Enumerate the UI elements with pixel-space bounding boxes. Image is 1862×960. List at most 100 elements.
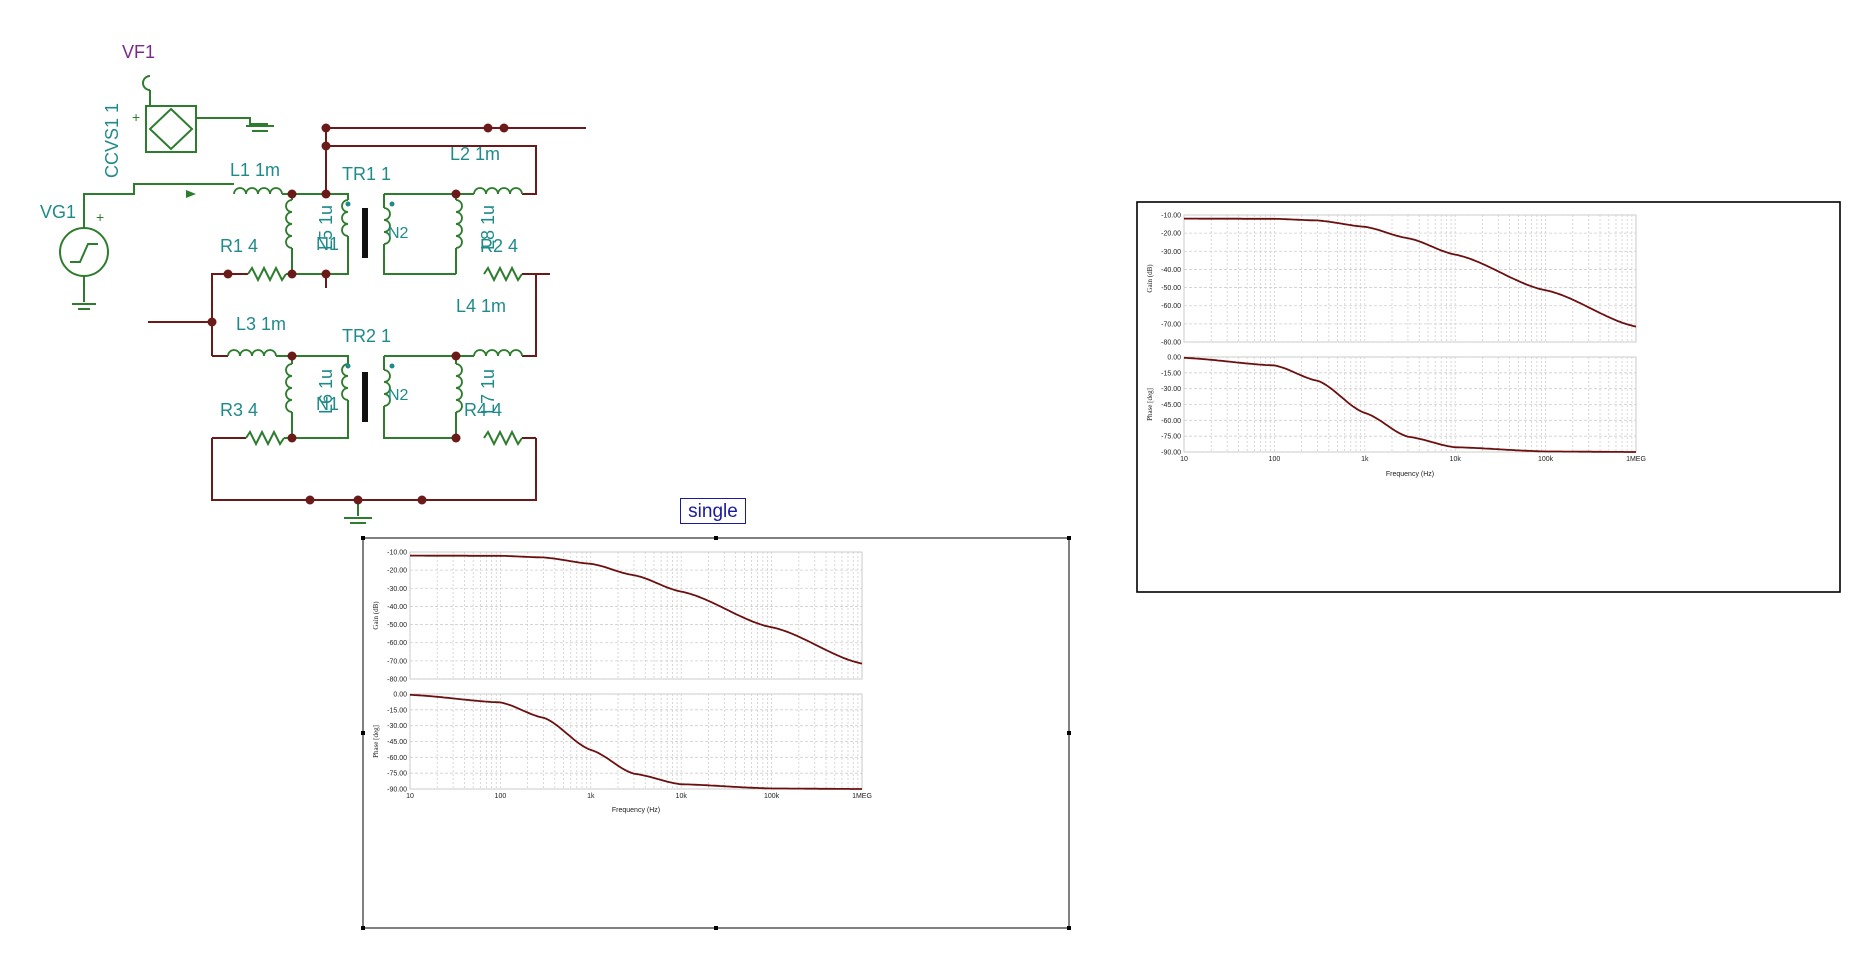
tr1-label: TR1 1	[342, 164, 391, 184]
x-axis-label: Frequency (Hz)	[1386, 471, 1434, 478]
y-tick-label: 0.00	[393, 692, 407, 699]
series-line	[1184, 217, 1637, 328]
x-tick-label: 1MEG	[852, 793, 872, 800]
vf1-label: VF1	[122, 42, 155, 62]
r4-resistor[interactable]: R4 4	[464, 400, 536, 447]
l2-inductor[interactable]: L2 1m	[384, 144, 523, 195]
x-tick-label: 10	[406, 793, 414, 800]
y-tick-label: -80.00	[387, 677, 407, 684]
bottom-bus-wire	[211, 438, 537, 501]
r2-resistor[interactable]: R2 4	[480, 236, 550, 283]
r3-label: R3 4	[220, 400, 258, 420]
l2-loop-wire	[325, 128, 537, 195]
y-tick-label: -50.00	[387, 622, 407, 629]
y-axis-label: Gain (dB)	[372, 601, 380, 630]
current-arrow-icon	[186, 190, 196, 198]
ground-icon	[72, 303, 96, 310]
vg1-plus-sign: +	[96, 209, 104, 225]
single-bode-chart[interactable]: -10.00 -20.00 -30.00 -40.00 -50.00 -60.00 -70.…	[372, 550, 872, 815]
right-vertical-wire	[522, 274, 537, 357]
vg1-wire	[83, 183, 234, 228]
l4-label: L4 1m	[456, 296, 506, 316]
y-tick-label: 0.00	[1167, 355, 1181, 362]
y-tick-label: -70.00	[387, 658, 407, 665]
left-vertical-wire	[148, 273, 228, 356]
x-tick-label: 1MEG	[1626, 456, 1646, 463]
y-tick-label: -60.00	[1161, 303, 1181, 310]
series-line	[410, 554, 863, 665]
junction-dots	[207, 123, 509, 505]
right-chart-frame[interactable]	[1136, 201, 1841, 593]
y-tick-label: -15.00	[387, 707, 407, 714]
y-tick-label: -75.00	[387, 771, 407, 778]
plot-area	[409, 551, 863, 680]
x-tick-label: 100	[495, 793, 507, 800]
r3-resistor[interactable]: R3 4	[212, 400, 292, 447]
vf1-voltmeter[interactable]: VF1	[122, 42, 155, 106]
y-tick-label: -45.00	[387, 739, 407, 746]
x-tick-label: 10k	[1450, 456, 1462, 463]
l1-label: L1 1m	[230, 160, 280, 180]
x-tick-label: 10	[1180, 456, 1188, 463]
x-tick-label: 100k	[1538, 456, 1554, 463]
y-tick-label: -60.00	[387, 640, 407, 647]
y-tick-label: -30.00	[1161, 249, 1181, 256]
selection-handles[interactable]	[361, 536, 1071, 930]
y-tick-label: -60.00	[387, 755, 407, 762]
r4-label: R4 4	[464, 400, 502, 420]
tr1-transformer[interactable]: TR1 1 L5 1u N1 N2 L8 1u	[285, 164, 498, 275]
tr1-l8-label: L8 1u	[478, 205, 498, 250]
r2-label: R2 4	[480, 236, 518, 256]
y-tick-label: -90.00	[1161, 450, 1181, 457]
l3-label: L3 1m	[236, 314, 286, 334]
l2-label: L2 1m	[450, 144, 500, 164]
tr1-n2-label: N2	[388, 225, 409, 242]
x-tick-label: 1k	[587, 793, 595, 800]
ground-icon	[246, 125, 274, 132]
tr2-transformer[interactable]: TR2 1 L6 1u N1 N2 L7 1u	[285, 326, 498, 439]
l3-inductor[interactable]: L3 1m	[212, 314, 326, 357]
ccvs1-label: CCVS1 1	[102, 103, 122, 178]
tr2-l7-label: L7 1u	[478, 369, 498, 414]
y-tick-label: -60.00	[1161, 418, 1181, 425]
y-tick-label: -15.00	[1161, 370, 1181, 377]
y-tick-label: -10.00	[1161, 213, 1181, 220]
y-tick-label: -10.00	[387, 550, 407, 557]
y-tick-label: -30.00	[1161, 386, 1181, 393]
ccvs1-to-ground-wire	[196, 117, 268, 125]
y-axis-label: Gain (dB)	[1146, 264, 1154, 293]
tr1-n1-label: N1	[316, 234, 339, 254]
x-tick-label: 100k	[764, 793, 780, 800]
x-tick-label: 10k	[676, 793, 688, 800]
y-tick-label: -20.00	[1161, 231, 1181, 238]
y-tick-label: -40.00	[387, 604, 407, 611]
y-tick-label: -45.00	[1161, 402, 1181, 409]
right-bode-chart[interactable]: -10.00 -20.00 -30.00 -40.00 -50.00 -60.00 -70.…	[1146, 213, 1646, 479]
series-line	[409, 693, 862, 790]
r1-label: R1 4	[220, 236, 258, 256]
y-axis-label: Phase [deg]	[372, 725, 380, 758]
l1-inductor[interactable]: L1 1m	[230, 160, 326, 195]
y-tick-label: -20.00	[387, 568, 407, 575]
ccvs1-plus-sign: +	[132, 109, 140, 125]
y-tick-label: -30.00	[387, 723, 407, 730]
series-line	[1183, 356, 1636, 453]
ccvs1-source[interactable]: + - CCVS1 1	[102, 103, 203, 178]
l4-inductor[interactable]: L4 1m	[384, 296, 523, 357]
y-tick-label: -40.00	[1161, 267, 1181, 274]
tr2-n2-label: N2	[388, 387, 409, 404]
x-tick-label: 1k	[1361, 456, 1369, 463]
ground-icon	[344, 517, 372, 524]
single-chart-title[interactable]: single	[680, 498, 746, 524]
tr2-l6-label: L6 1u	[316, 369, 336, 414]
y-tick-label: -90.00	[387, 787, 407, 794]
y-tick-label: -30.00	[387, 586, 407, 593]
tr2-n1-label: N1	[316, 394, 339, 414]
y-tick-label: -75.00	[1161, 434, 1181, 441]
y-axis-label: Phase [deg]	[1146, 388, 1154, 421]
x-tick-label: 100	[1269, 456, 1281, 463]
y-tick-label: -80.00	[1161, 340, 1181, 347]
tr2-label: TR2 1	[342, 326, 391, 346]
vg1-source[interactable]: VG1 +	[40, 202, 109, 277]
